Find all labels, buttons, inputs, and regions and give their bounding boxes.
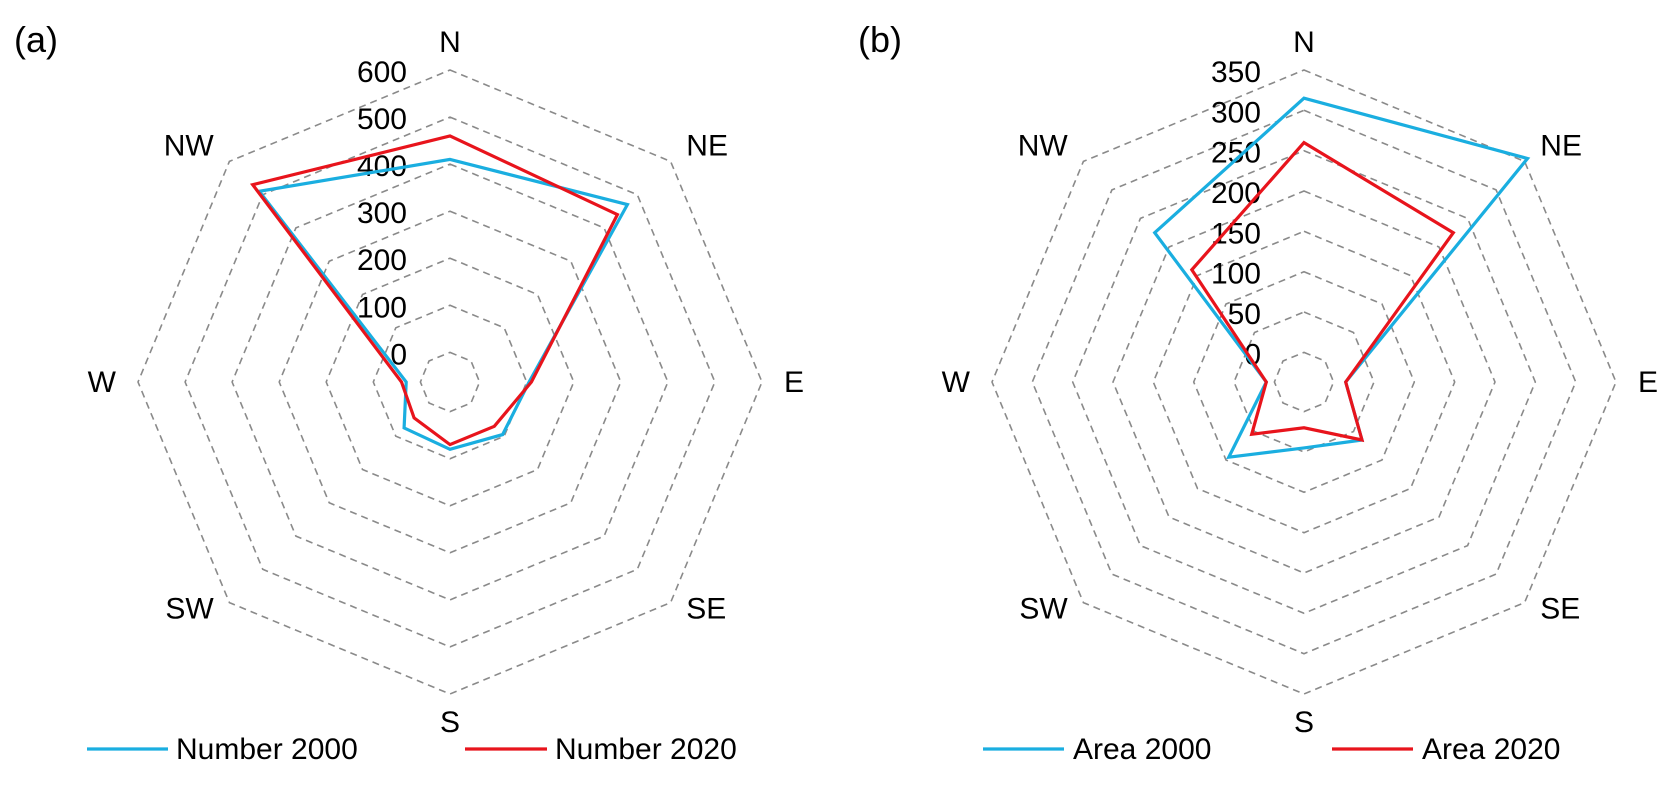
direction-label: S bbox=[1294, 706, 1314, 739]
legend-label: Area 2020 bbox=[1422, 733, 1560, 766]
legend-label: Area 2000 bbox=[1073, 733, 1211, 766]
direction-label: S bbox=[440, 706, 460, 739]
grid-ring bbox=[1071, 149, 1537, 615]
direction-label: SW bbox=[1019, 592, 1068, 625]
grid-ring bbox=[991, 69, 1617, 695]
tick-label: 600 bbox=[357, 56, 407, 89]
direction-label: E bbox=[784, 366, 804, 399]
series-line-1 bbox=[1189, 140, 1456, 443]
tick-label: 150 bbox=[1211, 217, 1261, 250]
grid-ring bbox=[1192, 270, 1416, 494]
direction-label: W bbox=[942, 366, 971, 399]
direction-label: NE bbox=[1540, 130, 1582, 163]
grid-ring bbox=[231, 163, 669, 601]
direction-label: SE bbox=[686, 592, 726, 625]
series-line-0 bbox=[256, 157, 630, 452]
series-line-1 bbox=[249, 134, 620, 447]
tick-label: 500 bbox=[357, 103, 407, 136]
panel-label: (a) bbox=[14, 19, 58, 60]
radar-chart-b: (b) N NE E SE S SW W NW 0 50 100 150 200 250 300 350 Area… bbox=[858, 19, 1658, 766]
grid-ring bbox=[1031, 109, 1577, 655]
grid-ring bbox=[1112, 190, 1496, 574]
direction-label: NW bbox=[1018, 130, 1069, 163]
tick-label: 200 bbox=[357, 244, 407, 277]
tick-label: 350 bbox=[1211, 56, 1261, 89]
direction-label: NE bbox=[686, 130, 728, 163]
direction-label: N bbox=[439, 26, 461, 59]
grid-ring bbox=[419, 351, 481, 413]
tick-label: 0 bbox=[1244, 338, 1261, 371]
panel-label: (b) bbox=[858, 19, 902, 60]
legend-label: Number 2020 bbox=[555, 733, 737, 766]
direction-label: SW bbox=[165, 592, 214, 625]
legend-label: Number 2000 bbox=[176, 733, 358, 766]
direction-label: E bbox=[1638, 366, 1658, 399]
tick-label: 50 bbox=[1228, 298, 1261, 331]
series-line-0 bbox=[1152, 96, 1531, 460]
direction-label: SE bbox=[1540, 592, 1580, 625]
tick-label: 100 bbox=[1211, 258, 1261, 291]
direction-label: W bbox=[88, 366, 117, 399]
tick-label: 300 bbox=[1211, 96, 1261, 129]
direction-label: NW bbox=[164, 130, 215, 163]
grid-ring bbox=[325, 257, 575, 507]
grid-ring bbox=[137, 69, 763, 695]
tick-label: 200 bbox=[1211, 177, 1261, 210]
grid-ring bbox=[184, 116, 716, 648]
tick-label: 100 bbox=[357, 291, 407, 324]
direction-label: N bbox=[1293, 26, 1315, 59]
grid-ring bbox=[278, 210, 622, 554]
tick-label: 0 bbox=[390, 338, 407, 371]
grid-ring bbox=[1152, 230, 1456, 534]
radar-chart-a: (a) NNEESESSWWNW0100200300400500600Number… bbox=[14, 19, 804, 766]
tick-label: 300 bbox=[357, 197, 407, 230]
grid-ring bbox=[1273, 351, 1335, 413]
tick-label: 250 bbox=[1211, 137, 1261, 170]
grid-ring bbox=[372, 304, 528, 460]
grid-ring bbox=[1233, 311, 1375, 453]
